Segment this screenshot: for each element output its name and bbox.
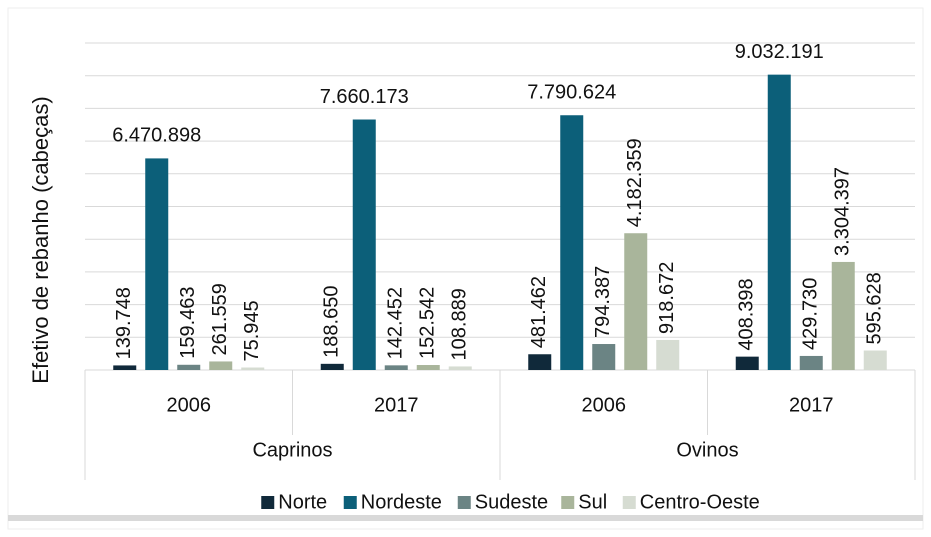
legend-swatch — [457, 496, 471, 509]
data-label: 7.790.624 — [527, 82, 616, 104]
bar — [560, 115, 584, 370]
x-tick-label: 2006 — [582, 394, 627, 416]
data-label: 794.387 — [592, 266, 614, 338]
legend-swatch — [622, 496, 636, 509]
legend-label: Sudeste — [475, 491, 548, 513]
bar — [448, 366, 472, 370]
bar — [767, 74, 791, 371]
bar — [656, 339, 680, 370]
y-axis-label: Efetivo de rebanho (cabeças) — [28, 96, 53, 383]
data-label: 6.470.898 — [112, 125, 201, 147]
bar — [592, 344, 616, 370]
data-label: 918.672 — [656, 262, 678, 334]
data-label: 9.032.191 — [735, 41, 824, 63]
data-label: 481.462 — [528, 276, 550, 348]
data-label: 595.628 — [864, 272, 886, 344]
bar — [528, 354, 552, 370]
bar — [145, 158, 169, 370]
data-label: 152.542 — [417, 287, 439, 359]
bar — [177, 364, 201, 370]
category-group-label: Ovinos — [676, 439, 738, 461]
footer-band — [8, 515, 923, 521]
data-label: 408.398 — [736, 278, 758, 350]
legend-label: Sul — [578, 491, 607, 513]
data-label: 159.463 — [177, 286, 199, 358]
legend-swatch — [561, 496, 575, 509]
bar — [416, 365, 440, 370]
category-group-label: Caprinos — [252, 439, 332, 461]
bar — [735, 356, 759, 370]
legend-label: Centro-Oeste — [640, 491, 760, 513]
x-tick-label: 2017 — [789, 394, 834, 416]
x-tick-label: 2006 — [167, 394, 212, 416]
bar — [863, 350, 887, 370]
data-label: 188.650 — [321, 286, 343, 358]
legend-label: Norte — [278, 491, 327, 513]
data-label: 261.559 — [209, 283, 231, 355]
data-label: 3.304.397 — [832, 167, 854, 256]
legend-label: Nordeste — [361, 491, 442, 513]
x-tick-label: 2017 — [374, 394, 419, 416]
bar — [209, 361, 233, 370]
bar — [384, 365, 408, 370]
data-label: 75.945 — [241, 300, 263, 361]
legend-swatch — [261, 496, 275, 509]
bar — [320, 363, 344, 370]
bar — [624, 233, 648, 370]
data-label: 139.748 — [113, 287, 135, 359]
bar — [831, 261, 855, 370]
legend-swatch — [343, 496, 357, 509]
bar — [113, 365, 137, 370]
bar — [799, 355, 823, 370]
bar — [352, 119, 376, 370]
bar — [241, 367, 265, 370]
data-label: 7.660.173 — [320, 86, 409, 108]
data-label: 4.182.359 — [624, 138, 646, 227]
data-label: 429.730 — [800, 278, 822, 350]
data-label: 142.452 — [385, 287, 407, 359]
data-label: 108.889 — [449, 288, 471, 360]
